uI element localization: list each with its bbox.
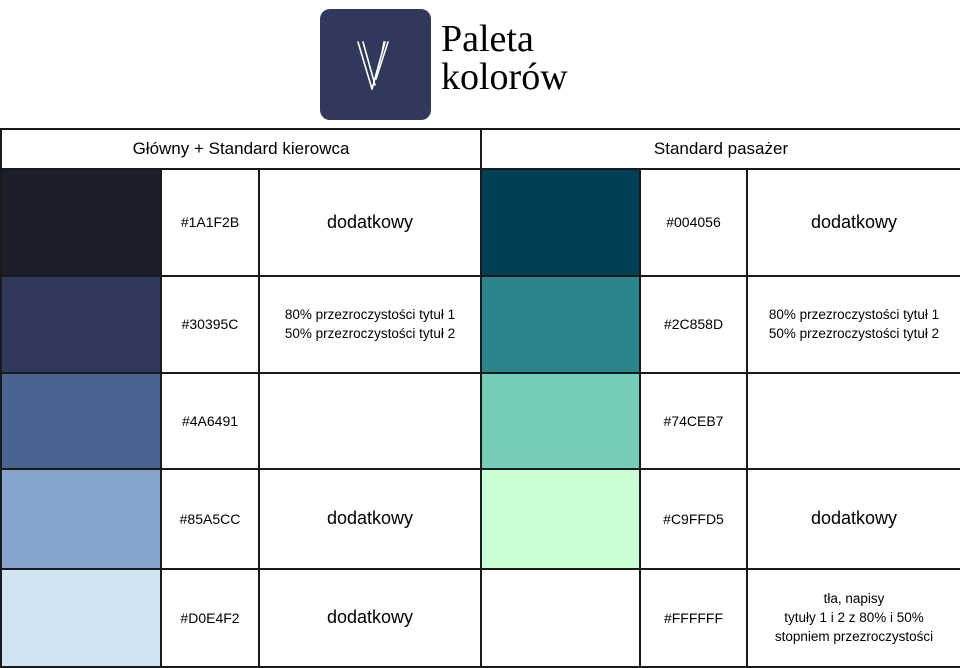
table-row: #1A1F2B dodatkowy #004056 dodatkowy (0, 168, 960, 277)
hex-code: #2C858D (639, 274, 748, 374)
table-row: #4A6491 #74CEB7 (0, 371, 960, 471)
group-title-passenger: Standard pasażer (479, 127, 960, 171)
hex-code: #4A6491 (160, 371, 260, 471)
usage-note: 80% przezroczystości tytuł 1 50% przezroc… (745, 274, 960, 374)
color-swatch (480, 468, 641, 570)
usage-note-line: dodatkowy (326, 607, 414, 628)
hex-code: #1A1F2B (160, 168, 260, 277)
color-swatch (0, 168, 162, 277)
hex-code: #85A5CC (160, 468, 260, 570)
usage-note (258, 371, 482, 471)
group-title-driver: Główny + Standard kierowca (0, 127, 482, 171)
page-title-line-2: kolorów (441, 56, 568, 98)
hex-code: #D0E4F2 (160, 567, 260, 668)
hex-code: #74CEB7 (639, 371, 748, 471)
page-title-line-1: Paleta (441, 18, 534, 60)
usage-note: dodatkowy (258, 567, 482, 668)
usage-note: dodatkowy (258, 468, 482, 570)
usage-note-line: stopniem przezroczystości (774, 629, 934, 645)
usage-note: dodatkowy (745, 468, 960, 570)
table-row: #30395C 80% przezroczystości tytuł 1 50% p… (0, 274, 960, 374)
table-header-row: Główny + Standard kierowca Standard pasa… (0, 127, 960, 171)
usage-note-line: dodatkowy (326, 211, 414, 232)
usage-note-line: 50% przezroczystości tytuł 2 (284, 326, 456, 342)
color-swatch (480, 567, 641, 668)
color-swatch (480, 168, 641, 277)
table-row: #85A5CC dodatkowy #C9FFD5 dodatkowy (0, 468, 960, 570)
color-swatch (0, 567, 162, 668)
color-swatch (480, 371, 641, 471)
usage-note-line: 50% przezroczystości tytuł 2 (768, 326, 940, 342)
color-palette-table: Główny + Standard kierowca Standard pasa… (0, 127, 960, 668)
usage-note: 80% przezroczystości tytuł 1 50% przezroc… (258, 274, 482, 374)
hex-code: #C9FFD5 (639, 468, 748, 570)
app-logo (320, 9, 431, 120)
color-swatch (0, 468, 162, 570)
usage-note (745, 371, 960, 471)
usage-note-line: tła, napisy (823, 591, 885, 607)
usage-note-line: 80% przezroczystości tytuł 1 (768, 307, 940, 323)
usage-note-line: dodatkowy (326, 508, 414, 529)
usage-note: dodatkowy (258, 168, 482, 277)
hex-code: #004056 (639, 168, 748, 277)
usage-note: dodatkowy (745, 168, 960, 277)
usage-note-line: 80% przezroczystości tytuł 1 (284, 307, 456, 323)
usage-note: tła, napisy tytuły 1 i 2 z 80% i 50% stopn… (745, 567, 960, 668)
v-logo-icon (357, 41, 389, 90)
hex-code: #FFFFFF (639, 567, 748, 668)
usage-note-line: dodatkowy (810, 211, 898, 232)
color-swatch (0, 274, 162, 374)
usage-note-line: dodatkowy (810, 508, 898, 529)
color-swatch (0, 371, 162, 471)
hex-code: #30395C (160, 274, 260, 374)
page-title: Paleta kolorów (441, 20, 568, 96)
color-swatch (480, 274, 641, 374)
usage-note-line: tytuły 1 i 2 z 80% i 50% (784, 610, 924, 626)
table-row: #D0E4F2 dodatkowy #FFFFFF tła, napisy tytuły… (0, 567, 960, 668)
